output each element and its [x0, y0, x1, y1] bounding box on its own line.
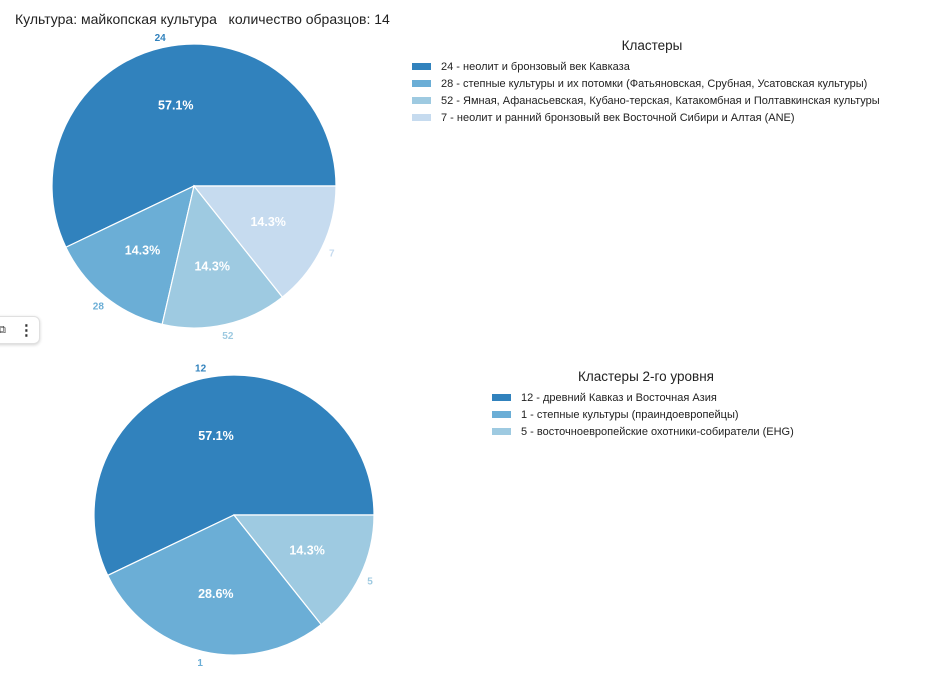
legend-label: 5 - восточноевропейские охотники-собират… [521, 425, 794, 438]
slice-category-label: 24 [155, 33, 167, 44]
legend-item[interactable]: 24 - неолит и бронзовый век Кавказа [412, 58, 892, 75]
slice-percent-label: 57.1% [158, 99, 193, 113]
legend-label: 24 - неолит и бронзовый век Кавказа [441, 60, 630, 73]
legend-swatch [412, 114, 431, 121]
legend-label: 28 - степные культуры и их потомки (Фать… [441, 77, 868, 90]
legend-swatch [412, 97, 431, 104]
legend-label: 1 - степные культуры (праиндоевропейцы) [521, 408, 739, 421]
slice-category-label: 5 [367, 577, 373, 588]
slice-category-label: 12 [195, 364, 207, 375]
slice-percent-label: 28.6% [198, 587, 233, 601]
legend-item[interactable]: 28 - степные культуры и их потомки (Фать… [412, 75, 892, 92]
pie-slice-1[interactable] [106, 514, 323, 656]
legend-item[interactable]: 52 - Ямная, Афанасьевская, Кубано-терска… [412, 92, 892, 109]
legend-title: Кластеры 2-го уровня [578, 369, 714, 384]
legend-swatch [492, 394, 511, 401]
copy-icon[interactable]: ⧉ [0, 323, 6, 336]
slice-category-label: 7 [329, 248, 335, 259]
slice-category-label: 52 [222, 331, 234, 342]
slice-percent-label: 14.3% [250, 215, 285, 229]
slice-percent-label: 14.3% [194, 259, 229, 273]
slice-category-label: 28 [93, 301, 105, 312]
legend-clusters-level2: Кластеры 2-го уровня 12 - древний Кавказ… [492, 369, 800, 440]
legend-swatch [492, 411, 511, 418]
pie-slice-52[interactable] [161, 184, 284, 329]
pie-slice-7[interactable] [192, 185, 337, 298]
pie-slice-24[interactable] [51, 43, 337, 249]
legend-label: 7 - неолит и ранний бронзовый век Восточ… [441, 111, 795, 124]
pie-slice-12[interactable] [93, 374, 375, 577]
page-title: Культура: майкопская культура количество… [15, 11, 390, 27]
legend-item[interactable]: 1 - степные культуры (праиндоевропейцы) [492, 406, 800, 423]
pie-slice-5[interactable] [232, 514, 375, 626]
legend-item[interactable]: 12 - древний Кавказ и Восточная Азия [492, 389, 800, 406]
legend-clusters: Кластеры 24 - неолит и бронзовый век Кав… [412, 38, 892, 126]
legend-swatch [492, 428, 511, 435]
pie-slice-28[interactable] [65, 184, 195, 326]
legend-swatch [412, 80, 431, 87]
legend-label: 52 - Ямная, Афанасьевская, Кубано-терска… [441, 94, 880, 107]
legend-label: 12 - древний Кавказ и Восточная Азия [521, 391, 717, 404]
legend-item[interactable]: 7 - неолит и ранний бронзовый век Восточ… [412, 109, 892, 126]
legend-title: Кластеры [621, 38, 683, 53]
slice-category-label: 1 [197, 658, 203, 669]
more-vertical-icon[interactable]: ⋮ [18, 321, 34, 339]
legend-item[interactable]: 5 - восточноевропейские охотники-собират… [492, 423, 800, 440]
chart-toolbar: ⧉ ⋮ [0, 316, 40, 344]
slice-percent-label: 14.3% [125, 243, 160, 257]
legend-swatch [412, 63, 431, 70]
slice-percent-label: 57.1% [198, 429, 233, 443]
slice-percent-label: 14.3% [289, 543, 324, 557]
